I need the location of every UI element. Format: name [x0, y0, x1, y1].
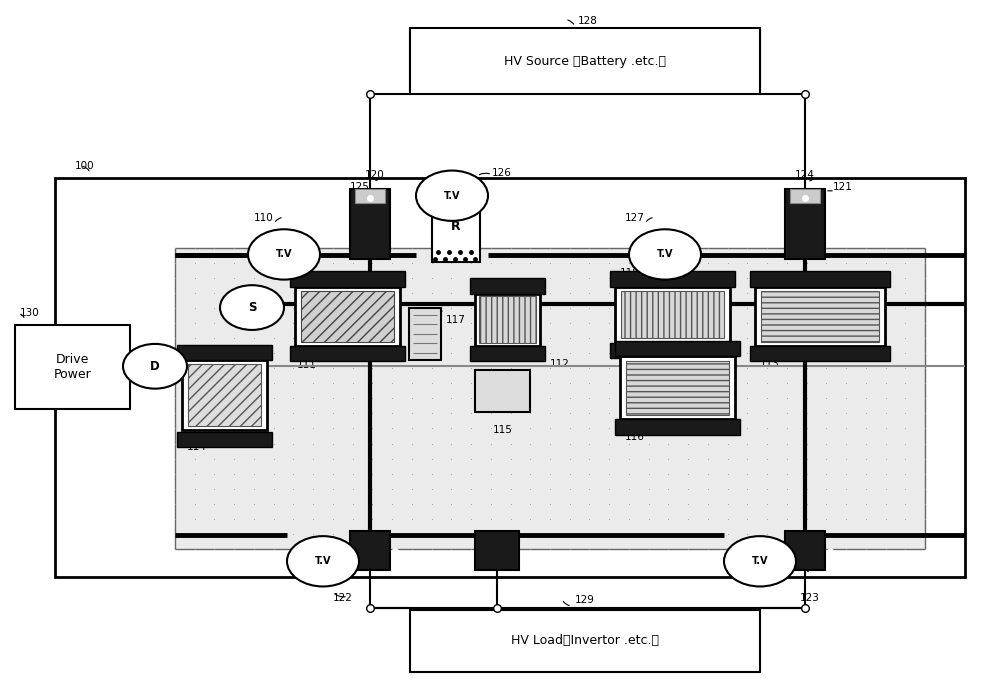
Text: 120: 120 — [365, 171, 385, 180]
Bar — [615, 341, 740, 356]
Text: 125: 125 — [350, 182, 370, 192]
Bar — [290, 346, 405, 361]
Text: 119: 119 — [345, 340, 365, 350]
Text: 129: 129 — [575, 595, 595, 605]
Text: 118: 118 — [620, 268, 640, 278]
Bar — [350, 189, 390, 259]
Text: 124: 124 — [795, 171, 815, 180]
Circle shape — [629, 229, 701, 280]
Bar — [615, 287, 730, 343]
Bar — [785, 531, 825, 570]
Bar — [620, 356, 735, 419]
Circle shape — [416, 171, 488, 221]
Bar — [610, 271, 735, 287]
Text: T.V: T.V — [276, 250, 292, 259]
Bar — [475, 294, 540, 346]
Text: T.V: T.V — [315, 556, 331, 566]
Text: 121: 121 — [833, 182, 853, 192]
Bar — [188, 364, 261, 426]
Bar — [750, 271, 890, 287]
Text: R: R — [451, 220, 461, 233]
Bar — [479, 296, 536, 343]
Text: 122: 122 — [333, 593, 353, 603]
Bar — [409, 308, 441, 360]
Bar — [350, 531, 390, 570]
Text: T.V: T.V — [752, 556, 768, 566]
Circle shape — [220, 285, 284, 330]
Bar — [475, 370, 530, 412]
Text: 100: 100 — [75, 161, 95, 171]
Bar — [295, 287, 400, 346]
Bar — [15, 325, 130, 409]
Bar — [182, 360, 267, 430]
Circle shape — [287, 536, 359, 586]
Bar — [175, 248, 925, 549]
Text: 115: 115 — [493, 425, 512, 435]
Bar — [626, 361, 729, 415]
Bar — [432, 210, 480, 262]
Text: 116: 116 — [625, 432, 645, 442]
Text: 113: 113 — [760, 359, 780, 368]
Text: HV Load（Invertor .etc.）: HV Load（Invertor .etc.） — [511, 635, 659, 647]
Text: 126: 126 — [492, 168, 512, 178]
Bar — [615, 419, 740, 435]
Circle shape — [123, 344, 187, 389]
Text: 130: 130 — [20, 308, 40, 318]
Bar — [177, 345, 272, 360]
Text: Drive
Power: Drive Power — [54, 353, 91, 381]
Bar — [355, 189, 385, 203]
Bar — [470, 346, 545, 361]
Text: HV Source （Battery .etc.）: HV Source （Battery .etc.） — [504, 55, 666, 68]
Bar — [410, 610, 760, 672]
Bar — [55, 178, 965, 577]
Text: 128: 128 — [578, 16, 598, 26]
Bar — [790, 189, 820, 203]
Text: S: S — [248, 301, 256, 314]
Text: 111: 111 — [297, 360, 317, 370]
Circle shape — [248, 229, 320, 280]
Bar — [177, 432, 272, 447]
Text: 110: 110 — [254, 213, 274, 223]
Text: 114: 114 — [187, 442, 207, 452]
Text: T.V: T.V — [657, 250, 673, 259]
Text: T.V: T.V — [444, 191, 460, 201]
Bar — [470, 278, 545, 294]
Bar — [621, 291, 724, 338]
Bar — [755, 287, 885, 346]
Text: 127: 127 — [625, 213, 645, 223]
Bar — [761, 291, 879, 342]
Text: 112: 112 — [550, 359, 570, 368]
Text: 123: 123 — [800, 593, 820, 603]
Bar — [785, 189, 825, 259]
Bar — [290, 271, 405, 287]
Bar — [475, 531, 519, 570]
Circle shape — [724, 536, 796, 586]
Bar — [610, 343, 735, 358]
Bar — [750, 346, 890, 361]
Text: 117: 117 — [446, 315, 466, 324]
Bar — [301, 291, 394, 342]
Text: D: D — [150, 360, 160, 373]
Bar — [410, 28, 760, 94]
